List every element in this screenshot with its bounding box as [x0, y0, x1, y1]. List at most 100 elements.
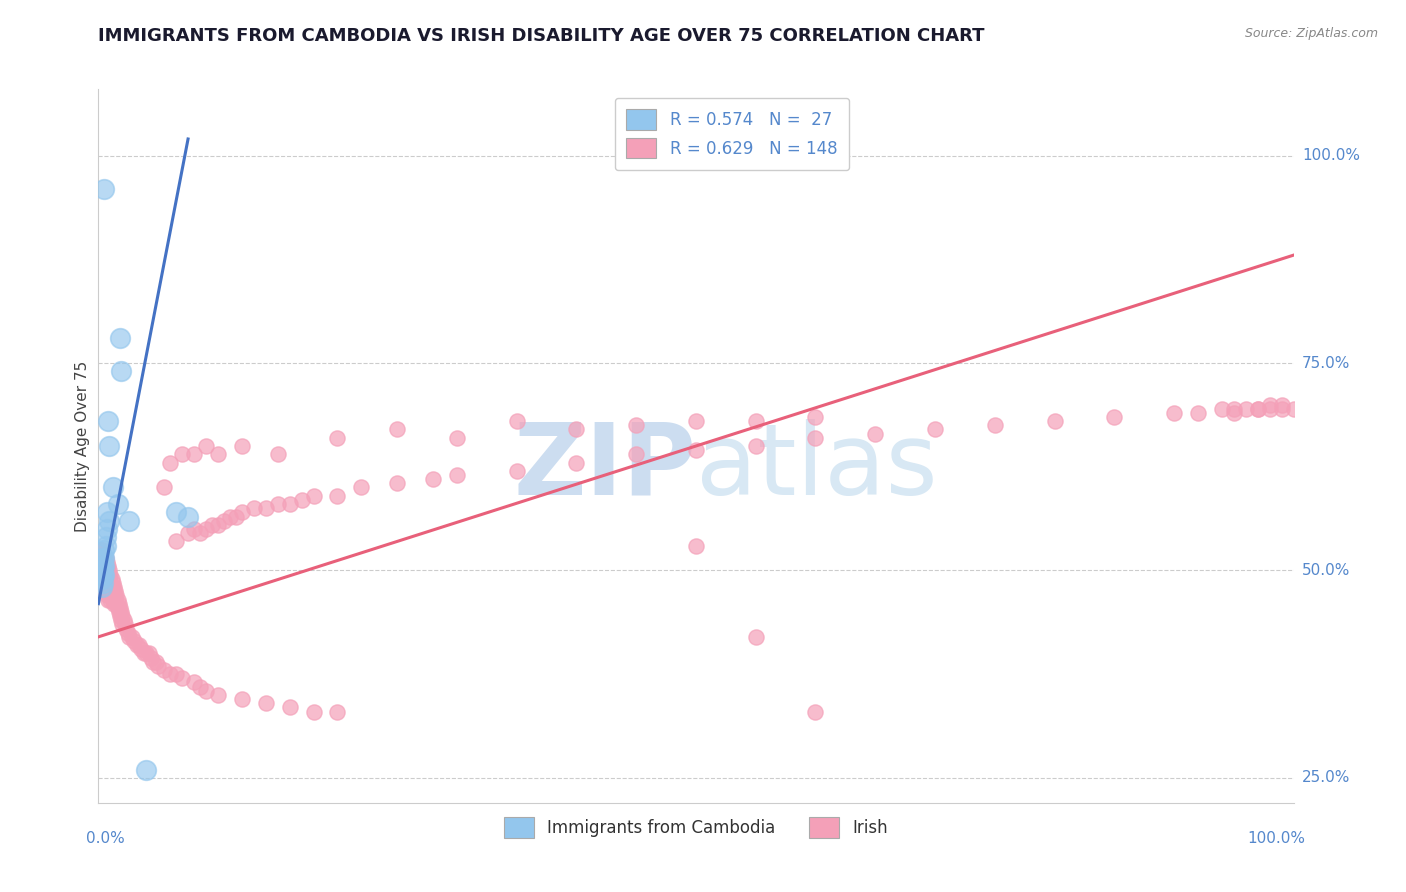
- Point: [506, 464, 529, 478]
- Point: [98, 572, 121, 586]
- Point: [91, 572, 114, 586]
- Point: [159, 667, 181, 681]
- Point: [231, 692, 253, 706]
- Point: [91, 567, 114, 582]
- Point: [267, 497, 290, 511]
- Point: [89, 542, 111, 557]
- Point: [114, 617, 136, 632]
- Point: [97, 584, 120, 599]
- Point: [278, 700, 301, 714]
- Point: [104, 584, 127, 599]
- Point: [96, 555, 118, 569]
- Point: [138, 647, 160, 661]
- Point: [100, 580, 122, 594]
- Point: [110, 364, 132, 378]
- Point: [565, 456, 588, 470]
- Point: [91, 559, 114, 574]
- Point: [91, 572, 114, 586]
- Point: [110, 605, 132, 619]
- Point: [267, 447, 290, 461]
- Point: [685, 443, 707, 458]
- Text: 100.0%: 100.0%: [1247, 831, 1306, 847]
- Point: [1187, 406, 1209, 420]
- Point: [103, 597, 125, 611]
- Point: [90, 567, 112, 582]
- Point: [111, 617, 134, 632]
- Point: [94, 567, 117, 582]
- Point: [101, 575, 124, 590]
- Point: [142, 655, 165, 669]
- Point: [91, 559, 114, 574]
- Y-axis label: Disability Age Over 75: Disability Age Over 75: [75, 360, 90, 532]
- Point: [385, 476, 409, 491]
- Point: [117, 625, 139, 640]
- Point: [91, 564, 114, 578]
- Point: [865, 426, 887, 441]
- Point: [195, 522, 218, 536]
- Point: [804, 705, 827, 719]
- Point: [188, 526, 211, 541]
- Point: [98, 580, 121, 594]
- Point: [132, 647, 155, 661]
- Point: [91, 575, 114, 590]
- Point: [159, 456, 181, 470]
- Point: [107, 497, 129, 511]
- Point: [207, 517, 229, 532]
- Point: [1247, 401, 1270, 416]
- Text: 25.0%: 25.0%: [1302, 771, 1350, 786]
- Point: [177, 526, 200, 541]
- Point: [98, 567, 122, 582]
- Point: [93, 551, 115, 566]
- Point: [128, 638, 150, 652]
- Point: [145, 655, 167, 669]
- Point: [172, 671, 194, 685]
- Point: [804, 409, 827, 424]
- Point: [201, 517, 224, 532]
- Point: [243, 501, 266, 516]
- Point: [107, 597, 129, 611]
- Point: [326, 705, 349, 719]
- Text: atlas: atlas: [696, 419, 938, 516]
- Point: [97, 414, 120, 428]
- Point: [131, 642, 153, 657]
- Point: [89, 551, 111, 566]
- Point: [1163, 406, 1185, 420]
- Point: [153, 481, 176, 495]
- Point: [93, 575, 115, 590]
- Point: [225, 509, 247, 524]
- Point: [105, 597, 128, 611]
- Point: [96, 580, 118, 594]
- Point: [96, 522, 118, 536]
- Point: [177, 509, 200, 524]
- Point: [98, 592, 122, 607]
- Point: [89, 559, 111, 574]
- Point: [98, 439, 121, 453]
- Point: [278, 497, 301, 511]
- Point: [91, 542, 114, 557]
- Point: [195, 439, 218, 453]
- Point: [231, 505, 253, 519]
- Point: [219, 509, 242, 524]
- Point: [135, 763, 157, 777]
- Point: [183, 447, 205, 461]
- Point: [94, 575, 117, 590]
- Point: [626, 447, 648, 461]
- Point: [108, 331, 131, 345]
- Point: [1223, 406, 1246, 420]
- Point: [108, 609, 131, 624]
- Point: [91, 564, 114, 578]
- Point: [91, 551, 114, 566]
- Point: [148, 659, 170, 673]
- Point: [350, 481, 373, 495]
- Point: [101, 584, 124, 599]
- Point: [924, 422, 946, 436]
- Point: [89, 567, 111, 582]
- Point: [121, 630, 143, 644]
- Point: [108, 600, 131, 615]
- Point: [1258, 397, 1281, 411]
- Point: [745, 825, 768, 839]
- Point: [100, 588, 122, 602]
- Point: [93, 567, 115, 582]
- Point: [107, 600, 129, 615]
- Point: [90, 575, 112, 590]
